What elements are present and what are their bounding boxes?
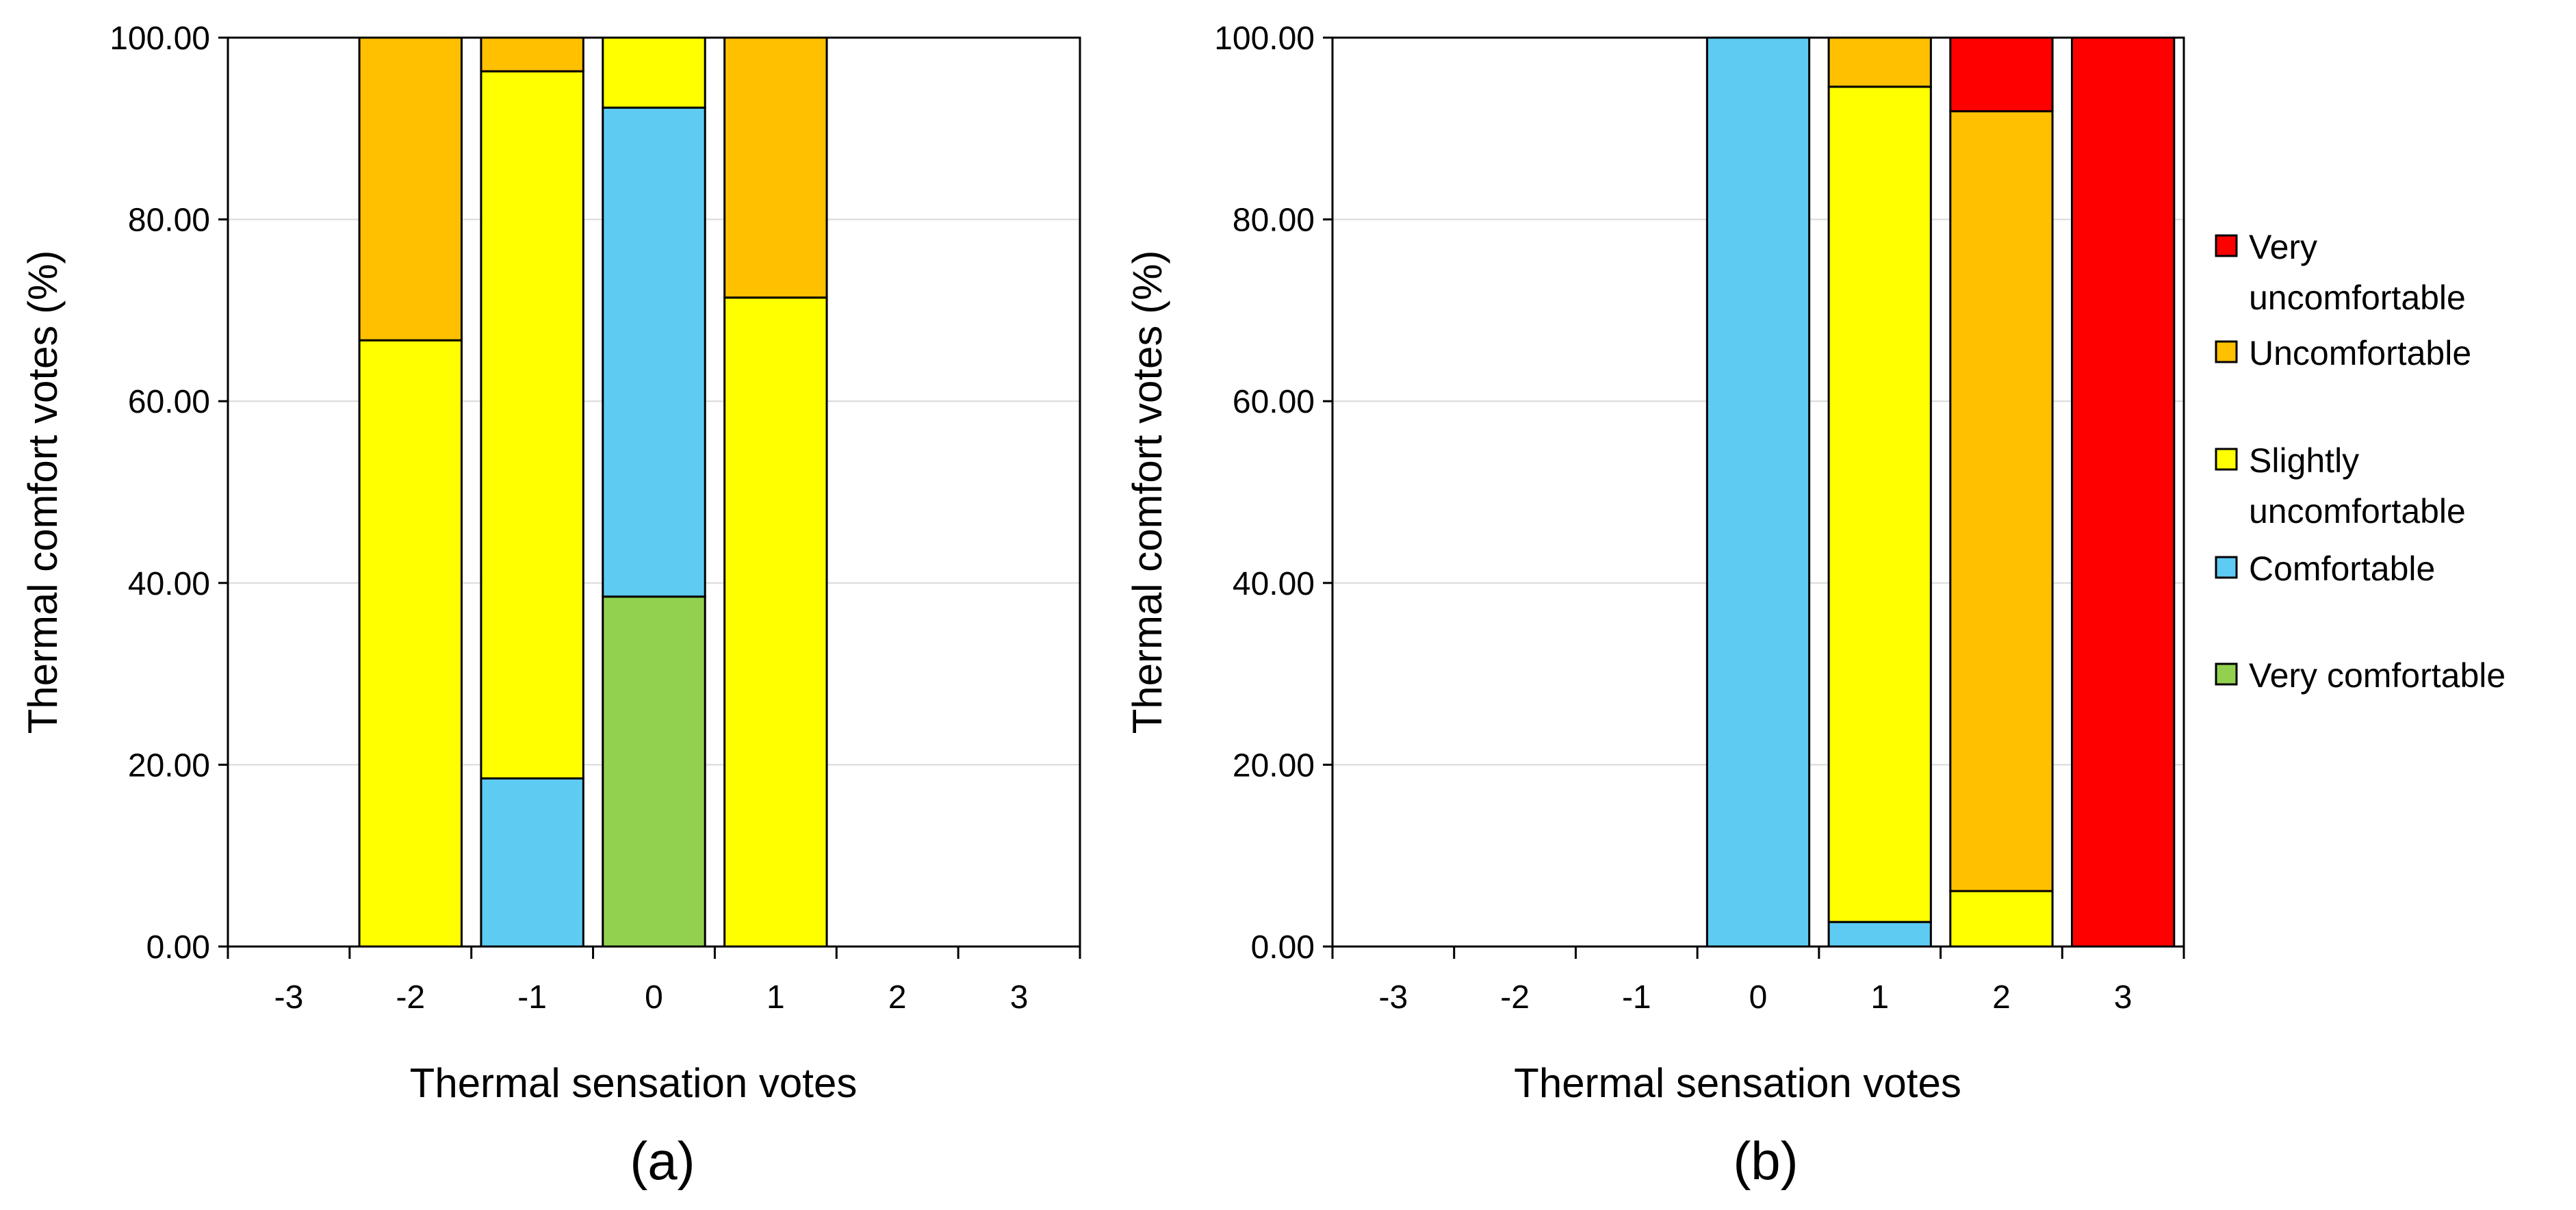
y-tick-label: 0.00 [146, 929, 210, 966]
legend-swatch-slightly-uncomfortable [2215, 448, 2238, 471]
panel-label: (a) [630, 1131, 695, 1191]
bar-segment-comfortable-0 [602, 106, 706, 598]
y-tick-label: 40.00 [128, 566, 210, 602]
legend-label: uncomfortable [2249, 279, 2466, 317]
bar-segment-uncomfortable-1 [1827, 36, 1932, 88]
bar-segment-comfortable-1 [480, 777, 584, 948]
bar-segment-very-uncomfortable-3 [2071, 36, 2176, 948]
legend-label: Comfortable [2249, 550, 2435, 588]
chart-panel-a: 0.00 20.00 40.00 60.00 80.00 100.00 -3 -2 -1 0 1 2 3… [20, 21, 1081, 1191]
y-tick-label: 40.00 [1233, 566, 1315, 602]
bar-segment-uncomfortable-1 [723, 36, 828, 299]
x-axis-title: Thermal sensation votes [410, 1060, 858, 1106]
bar-segment-slightly-uncomfortable-1 [480, 70, 584, 780]
chart-legend: Very uncomfortable Uncomfortable Slightly un… [2215, 228, 2506, 695]
y-tick-label: 100.00 [110, 21, 210, 57]
x-tick-label: 3 [2114, 979, 2133, 1016]
bar-segment-slightly-uncomfortable-2 [358, 339, 463, 948]
x-tick-label: 1 [767, 979, 785, 1016]
x-tick-label: -1 [517, 979, 547, 1016]
legend-label: Uncomfortable [2249, 334, 2471, 372]
plot-frame [1331, 36, 2185, 948]
bar-segment-comfortable-1 [1827, 921, 1932, 948]
y-tick-label: 60.00 [128, 384, 210, 420]
x-tick-label: -3 [1379, 979, 1408, 1016]
x-tick-label: -2 [1500, 979, 1530, 1016]
x-tick-label: 2 [1992, 979, 2011, 1016]
bar-segment-uncomfortable-2 [358, 36, 463, 342]
bar-segment-slightly-uncomfortable-1 [723, 296, 828, 948]
chart-panel-b: 0.00 20.00 40.00 60.00 80.00 100.00 -3 -2 -1 0 1 2 3… [1124, 21, 2185, 1191]
y-tick-label: 100.00 [1214, 21, 1315, 57]
x-tick-label: 1 [1870, 979, 1889, 1016]
legend-label: Very comfortable [2249, 656, 2506, 695]
bar-segment-very-comfortable-0 [602, 595, 706, 948]
y-tick-label: 20.00 [128, 747, 210, 784]
bar-segment-slightly-uncomfortable-1 [1827, 86, 1932, 923]
bar-segment-uncomfortable-2 [1949, 110, 2054, 892]
y-tick-label: 80.00 [128, 203, 210, 239]
panel-label: (b) [1733, 1131, 1798, 1191]
y-axis-title: Thermal comfort votes (%) [1124, 250, 1170, 734]
y-axis-title: Thermal comfort votes (%) [20, 250, 66, 734]
legend-label: Slightly [2249, 441, 2359, 480]
y-tick-label: 60.00 [1233, 384, 1315, 420]
y-tick-label: 0.00 [1251, 929, 1315, 966]
bar-segment-slightly-uncomfortable-0 [602, 36, 706, 109]
bar-segment-uncomfortable-1 [480, 36, 584, 73]
legend-label: Very [2249, 228, 2317, 266]
y-tick-label: 80.00 [1233, 203, 1315, 239]
bar-segment-comfortable-0 [1705, 36, 1811, 948]
bar-segment-very-uncomfortable-2 [1949, 36, 2054, 113]
x-tick-label: 2 [888, 979, 907, 1016]
x-tick-label: 3 [1010, 979, 1029, 1016]
x-tick-label: 0 [1749, 979, 1768, 1016]
legend-swatch-very-comfortable [2215, 662, 2238, 686]
plot-frame [227, 36, 1081, 948]
legend-swatch-very-uncomfortable [2215, 234, 2238, 257]
x-tick-label: -1 [1622, 979, 1651, 1016]
x-tick-label: -2 [396, 979, 425, 1016]
legend-swatch-uncomfortable [2215, 340, 2238, 363]
x-tick-label: -3 [274, 979, 304, 1016]
y-tick-label: 20.00 [1233, 747, 1315, 784]
x-tick-label: 0 [645, 979, 663, 1016]
legend-label: uncomfortable [2249, 492, 2466, 530]
bar-segment-slightly-uncomfortable-2 [1949, 890, 2054, 948]
legend-swatch-comfortable [2215, 556, 2238, 579]
x-axis-title: Thermal sensation votes [1514, 1060, 1961, 1106]
